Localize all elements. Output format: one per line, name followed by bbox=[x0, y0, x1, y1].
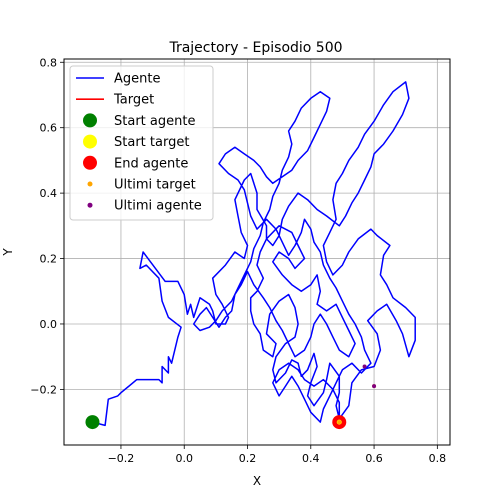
y-tick-label: 0.8 bbox=[40, 56, 58, 69]
legend: Agente Target Start agente Start target End … bbox=[70, 66, 213, 220]
legend-label-ultimi_agente: Ultimi agente bbox=[114, 199, 202, 214]
y-axis-label: Y bbox=[1, 248, 15, 257]
legend-label-end_agente: End agente bbox=[114, 156, 188, 171]
y-tick-label: 0.6 bbox=[40, 122, 58, 135]
legend-swatch-start_target bbox=[83, 135, 97, 149]
legend-label-start_target: Start target bbox=[114, 135, 189, 150]
legend-label-ultimi_target: Ultimi target bbox=[114, 178, 196, 193]
chart-title: Trajectory - Episodio 500 bbox=[168, 40, 342, 56]
ultimi-agente-point bbox=[372, 384, 376, 388]
legend-swatch-ultimi_target bbox=[88, 182, 93, 187]
x-tick-label: 0.6 bbox=[365, 452, 383, 465]
x-tick-label: −0.2 bbox=[108, 452, 135, 465]
y-tick-label: 0.2 bbox=[40, 253, 58, 266]
start-agente-point bbox=[85, 415, 99, 429]
y-tick-label: 0.0 bbox=[40, 318, 58, 331]
y-tick-label: 0.4 bbox=[40, 187, 58, 200]
y-tick-label: −0.2 bbox=[30, 383, 57, 396]
legend-label-start_agente: Start agente bbox=[114, 114, 195, 129]
x-tick-label: 0.4 bbox=[302, 452, 320, 465]
x-axis-label: X bbox=[253, 474, 261, 488]
x-tick-label: 0.2 bbox=[239, 452, 257, 465]
legend-label-target: Target bbox=[113, 93, 154, 108]
ultimi-agente-point bbox=[363, 364, 367, 368]
ultimi-target-point bbox=[337, 420, 341, 424]
legend-swatch-start_agente bbox=[83, 113, 97, 127]
legend-label-agente: Agente bbox=[114, 72, 160, 87]
legend-swatch-end_agente bbox=[83, 156, 97, 170]
legend-swatch-ultimi_agente bbox=[88, 203, 93, 208]
x-tick-label: 0.8 bbox=[429, 452, 447, 465]
x-tick-label: 0.0 bbox=[175, 452, 193, 465]
